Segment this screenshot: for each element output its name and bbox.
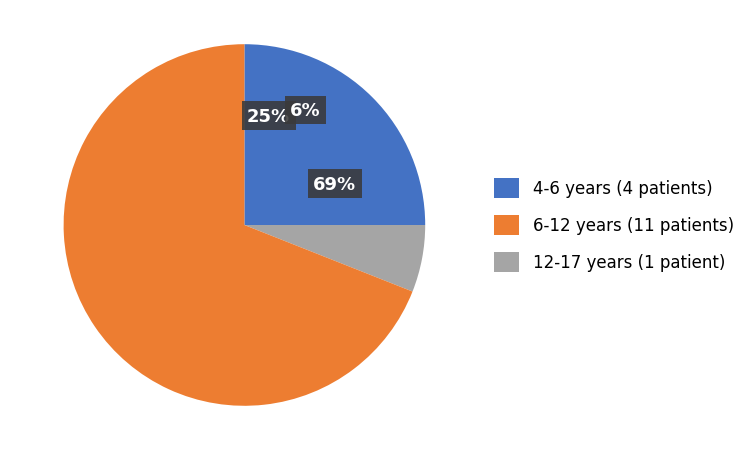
- Wedge shape: [244, 45, 425, 226]
- Text: 6%: 6%: [290, 102, 321, 120]
- Text: 69%: 69%: [314, 175, 356, 193]
- Wedge shape: [244, 226, 425, 292]
- Wedge shape: [64, 45, 413, 406]
- Legend: 4-6 years (4 patients), 6-12 years (11 patients), 12-17 years (1 patient): 4-6 years (4 patients), 6-12 years (11 p…: [488, 172, 741, 279]
- Text: 25%: 25%: [247, 107, 290, 125]
